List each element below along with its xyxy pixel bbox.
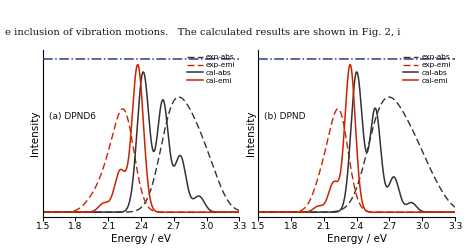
Y-axis label: Intensity: Intensity: [246, 111, 255, 156]
Legend: exp-abs, exp-emi, cal-abs, cal-emi: exp-abs, exp-emi, cal-abs, cal-emi: [400, 51, 454, 87]
Y-axis label: Intensity: Intensity: [30, 111, 40, 156]
Text: (a) DPND6: (a) DPND6: [48, 112, 96, 121]
Text: (b) DPND: (b) DPND: [264, 112, 306, 121]
X-axis label: Energy / eV: Energy / eV: [327, 234, 387, 244]
Legend: exp-abs, exp-emi, cal-abs, cal-emi: exp-abs, exp-emi, cal-abs, cal-emi: [184, 51, 238, 87]
X-axis label: Energy / eV: Energy / eV: [111, 234, 171, 244]
Text: e inclusion of vibration motions.   The calculated results are shown in Fig. 2, : e inclusion of vibration motions. The ca…: [5, 28, 400, 37]
